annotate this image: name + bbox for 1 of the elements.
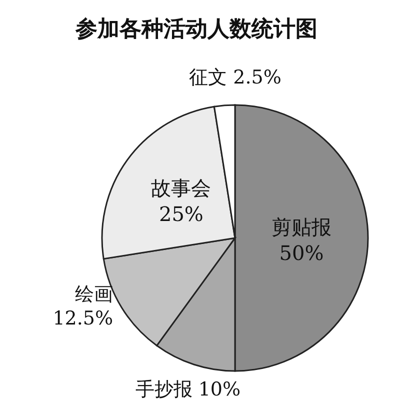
chart-title: 参加各种活动人数统计图 (74, 16, 318, 42)
